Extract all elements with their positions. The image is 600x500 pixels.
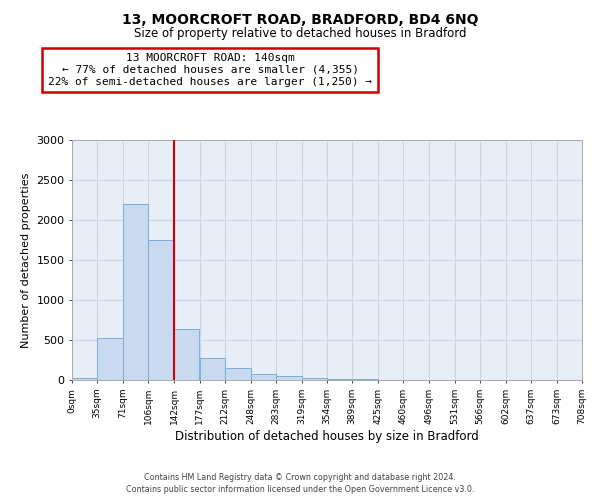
Bar (123, 204, 148, 380)
Y-axis label: Number of detached properties: Number of detached properties (20, 172, 31, 348)
Bar (72, 378, 97, 380)
Bar (148, 240, 174, 380)
Bar (302, 378, 327, 380)
Text: 13 MOORCROFT ROAD: 140sqm
← 77% of detached houses are smaller (4,355)
22% of se: 13 MOORCROFT ROAD: 140sqm ← 77% of detac… (48, 54, 372, 86)
Bar (225, 368, 251, 380)
Text: 13, MOORCROFT ROAD, BRADFORD, BD4 6NQ: 13, MOORCROFT ROAD, BRADFORD, BD4 6NQ (122, 12, 478, 26)
Text: Size of property relative to detached houses in Bradford: Size of property relative to detached ho… (134, 28, 466, 40)
Bar (352, 379, 378, 380)
Bar (97, 338, 123, 380)
Bar (251, 374, 276, 380)
Bar (276, 376, 302, 380)
Bar (174, 329, 199, 380)
X-axis label: Distribution of detached houses by size in Bradford: Distribution of detached houses by size … (175, 430, 479, 442)
Text: Contains HM Land Registry data © Crown copyright and database right 2024.
Contai: Contains HM Land Registry data © Crown c… (126, 472, 474, 494)
Bar (327, 378, 352, 380)
Bar (199, 358, 225, 380)
